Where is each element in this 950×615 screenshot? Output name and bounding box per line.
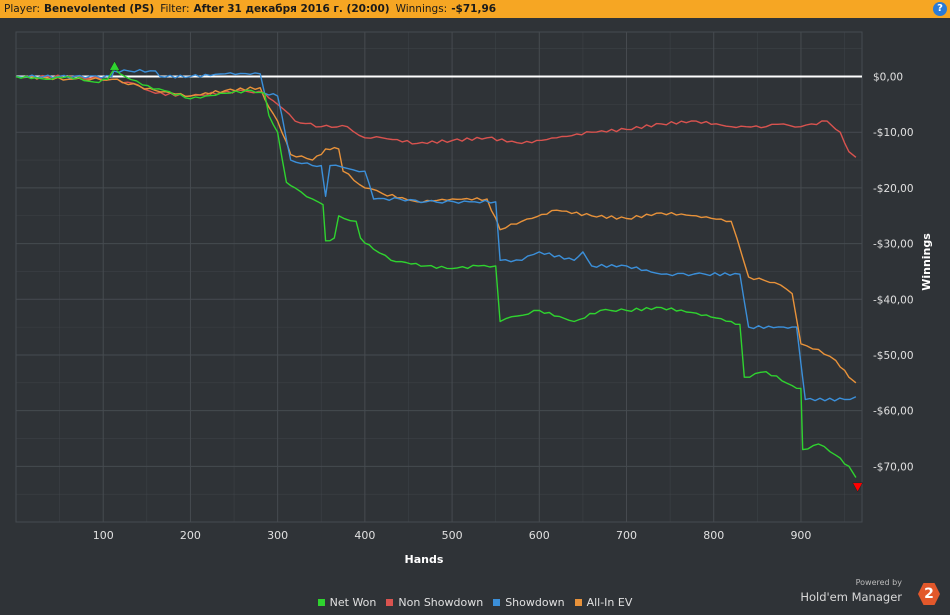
y-tick-label: -$50,00 — [873, 350, 914, 362]
legend-label: All-In EV — [586, 595, 633, 609]
x-axis-label: Hands — [405, 553, 444, 566]
filter-label: Filter: — [160, 3, 190, 15]
chart-grid — [15, 31, 863, 523]
chart-legend: Net Won Non Showdown Showdown All-In EV — [0, 595, 950, 609]
player-label: Player: — [4, 3, 41, 15]
winnings-value: -$71,96 — [451, 3, 497, 15]
legend-swatch — [574, 598, 582, 606]
y-axis-label: Winnings — [920, 233, 933, 291]
legend-label: Non Showdown — [398, 595, 484, 609]
x-tick-label: 100 — [93, 529, 114, 542]
legend-swatch — [386, 598, 394, 606]
showdownline — [15, 68, 857, 402]
powered-by-text: Powered by — [855, 578, 902, 587]
x-tick-label: 300 — [267, 529, 288, 542]
product-name: Hold'em Manager — [800, 590, 902, 604]
all-in-evline — [15, 75, 857, 384]
y-tick-label: -$70,00 — [873, 461, 914, 473]
player-value: Benevolented (PS) — [44, 3, 155, 15]
winnings-chart: 100 200 300 400 500 600 700 800 900 $0,00 -$10,00 -… — [15, 31, 933, 566]
hm2-logo-icon: 2 — [918, 583, 940, 605]
branding: Powered by Hold'em Manager 2 — [800, 578, 940, 609]
x-tick-label: 600 — [529, 529, 550, 542]
non-showdownline — [15, 74, 857, 158]
y-tick-label: -$40,00 — [873, 294, 914, 306]
legend-swatch — [493, 598, 501, 606]
net-wonline — [15, 67, 857, 478]
x-tick-label: 800 — [703, 529, 724, 542]
y-tick-label: -$60,00 — [873, 406, 914, 418]
x-tick-label: 500 — [442, 529, 463, 542]
y-tick-label: -$20,00 — [873, 183, 914, 195]
max-marker-icon — [109, 60, 120, 71]
x-tick-label: 400 — [354, 529, 375, 542]
winnings-label: Winnings: — [395, 3, 448, 15]
legend-item-showdown[interactable]: Showdown — [493, 595, 565, 609]
legend-label: Net Won — [329, 595, 377, 609]
legend-item-net-won[interactable]: Net Won — [317, 595, 377, 609]
header-bar: Player: Benevolented (PS) Filter: After … — [0, 0, 950, 18]
chart-markers — [109, 60, 864, 493]
chart-axes: 100 200 300 400 500 600 700 800 900 $0,00 -$10,00 -… — [93, 72, 933, 566]
x-tick-label: 700 — [616, 529, 637, 542]
help-icon[interactable]: ? — [933, 2, 947, 16]
min-marker-icon — [852, 482, 864, 493]
x-tick-label: 200 — [180, 529, 201, 542]
chart-series — [15, 67, 857, 478]
legend-label: Showdown — [505, 595, 565, 609]
y-tick-label: -$30,00 — [873, 239, 914, 251]
y-tick-label: $0,00 — [873, 72, 903, 84]
filter-value: After 31 декабря 2016 г. (20:00) — [193, 3, 390, 15]
legend-item-all-in-ev[interactable]: All-In EV — [574, 595, 633, 609]
x-tick-label: 900 — [790, 529, 811, 542]
y-tick-label: -$10,00 — [873, 127, 914, 139]
legend-swatch — [317, 598, 325, 606]
legend-item-non-showdown[interactable]: Non Showdown — [386, 596, 483, 609]
plot-border — [15, 31, 863, 523]
